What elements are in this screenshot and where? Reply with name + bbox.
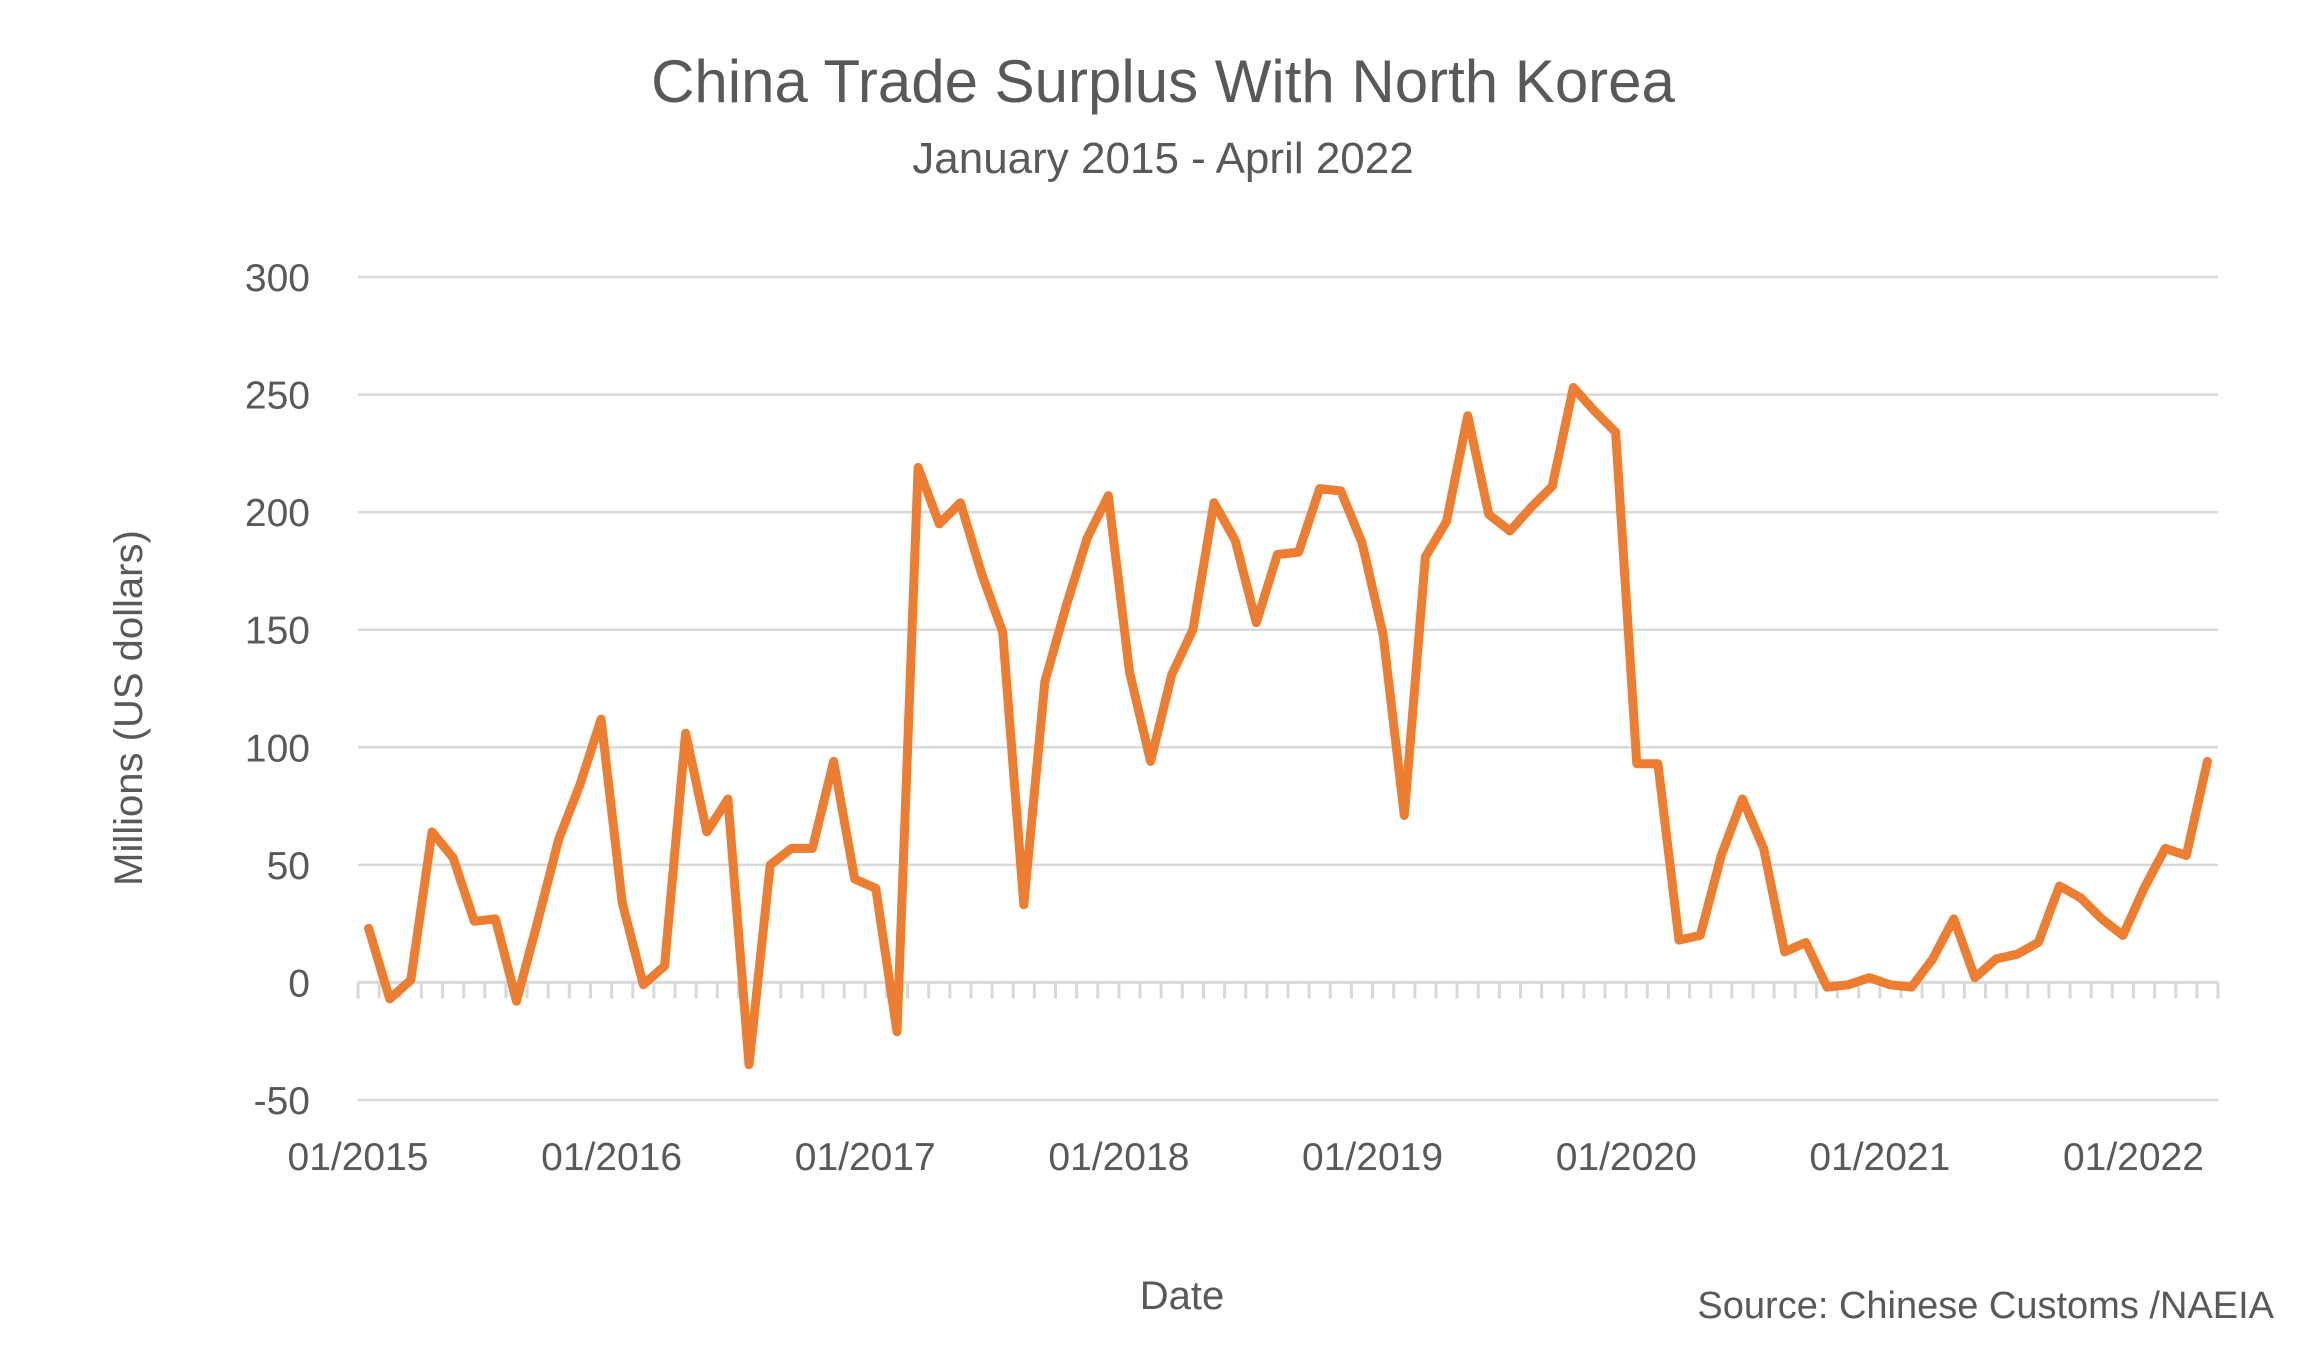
x-tick-labels: 01/2015 01/2016 01/2017 01/2018 01/2019 01/20… (288, 1136, 2204, 1179)
y-tick-labels: -50 0 50 100 150 200 250 300 (245, 257, 310, 1123)
gridlines (358, 275, 2218, 1102)
x-tick-label: 01/2017 (795, 1136, 936, 1179)
x-tick-label: 01/2018 (1048, 1136, 1189, 1179)
chart-subtitle: January 2015 - April 2022 (912, 134, 1413, 183)
y-tick-label: 0 (288, 962, 310, 1005)
x-tick-label: 01/2021 (1809, 1136, 1950, 1179)
x-axis-label: Date (1140, 1274, 1225, 1318)
y-tick-label: 200 (245, 492, 310, 535)
x-tick-label: 01/2020 (1556, 1136, 1697, 1179)
y-tick-label: 300 (245, 257, 310, 300)
y-axis-label: Millions (US dollars) (107, 530, 151, 886)
y-tick-label: 250 (245, 375, 310, 418)
y-tick-label: 100 (245, 727, 310, 770)
chart-title: China Trade Surplus With North Korea (651, 48, 1675, 115)
x-tick-label: 01/2015 (288, 1136, 429, 1179)
y-tick-label: -50 (254, 1080, 310, 1123)
axis-ticks (356, 982, 2220, 999)
source-note: Source: Chinese Customs /NAEIA (1697, 1285, 2274, 1327)
x-tick-label: 01/2016 (541, 1136, 682, 1179)
y-tick-label: 50 (267, 845, 310, 888)
series-line-trade-surplus (364, 383, 2212, 1070)
y-tick-label: 150 (245, 610, 310, 653)
x-tick-label: 01/2022 (2063, 1136, 2204, 1179)
x-tick-label: 01/2019 (1302, 1136, 1443, 1179)
